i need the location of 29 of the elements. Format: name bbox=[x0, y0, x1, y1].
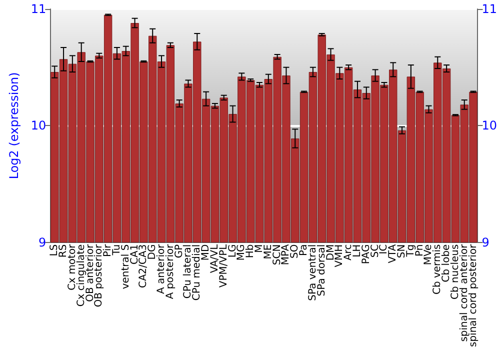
y2-tick-label: 10 bbox=[482, 118, 498, 133]
x-tick-label: spinal cord anterior bbox=[458, 243, 470, 342]
y-axis-title: Log2 (expression) bbox=[7, 72, 21, 180]
x-tick-label: VA/VL bbox=[209, 244, 220, 274]
x-tick-label: Cb lobe bbox=[441, 244, 452, 282]
y2-tick-label: 11 bbox=[482, 2, 498, 16]
y2-tick-label: 9 bbox=[482, 235, 490, 250]
x-tick-label: Tg bbox=[405, 244, 416, 258]
x-tick-label: A posterior bbox=[164, 243, 176, 300]
x-tick-label: DG bbox=[147, 244, 158, 260]
x-tick-label: ventral S bbox=[120, 244, 132, 290]
x-tick-label: VPM/VPL bbox=[218, 244, 230, 288]
x-tick-label: ME bbox=[262, 244, 274, 260]
x-tick-label: Tu bbox=[111, 244, 122, 256]
x-tick-label: RS bbox=[58, 244, 70, 258]
y-tick-label: 11 bbox=[30, 2, 46, 16]
y-tick-label: 10 bbox=[30, 118, 46, 133]
x-tick-label: spinal cord posterior bbox=[468, 243, 479, 348]
x-tick-label: MVe bbox=[423, 244, 434, 266]
x-tick-label: SPa dorsal bbox=[316, 244, 328, 296]
x-tick-label: SCN bbox=[272, 244, 283, 266]
x-tick-label: PAG bbox=[360, 244, 372, 264]
x-tick-label: Cx cingulate bbox=[76, 244, 87, 307]
y-tick-label: 9 bbox=[38, 235, 46, 250]
x-tick-label: OB posterior bbox=[94, 243, 105, 308]
x-tick-label: Pa bbox=[298, 244, 310, 256]
x-tick-label: M bbox=[254, 244, 265, 253]
x-tick-label: LH bbox=[352, 244, 363, 258]
x-tick-label: GP bbox=[174, 244, 185, 258]
